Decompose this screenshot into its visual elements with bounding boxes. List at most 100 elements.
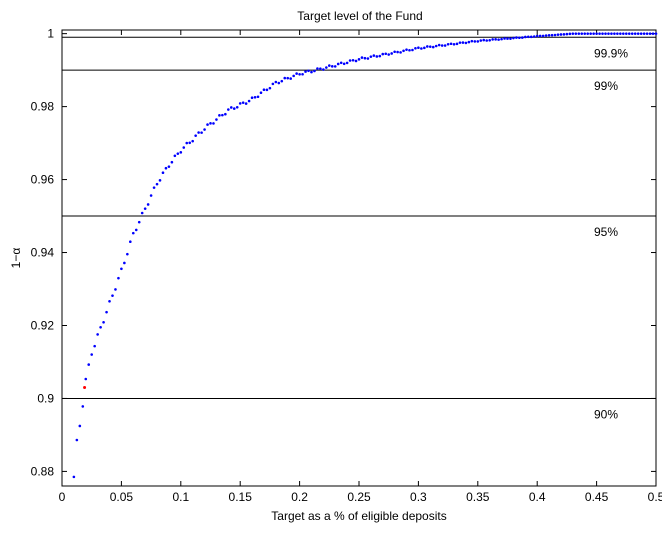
x-tick-label: 0.4 xyxy=(529,490,546,504)
data-point xyxy=(348,59,352,62)
data-point xyxy=(458,41,462,44)
data-point xyxy=(431,45,435,49)
x-tick-label: 0.35 xyxy=(466,490,490,504)
data-point xyxy=(241,101,245,104)
x-tick-label: 0.25 xyxy=(347,490,371,504)
data-point xyxy=(93,344,96,348)
data-point xyxy=(345,61,349,65)
data-point xyxy=(601,32,604,35)
data-point xyxy=(81,405,85,408)
data-point xyxy=(645,32,649,35)
data-point xyxy=(155,182,159,186)
data-point xyxy=(268,86,272,90)
plot-area xyxy=(61,29,657,487)
data-point xyxy=(191,139,194,143)
data-point xyxy=(146,203,150,206)
data-point xyxy=(310,70,313,74)
data-point xyxy=(553,33,557,37)
x-tick-label: 0.5 xyxy=(648,490,662,504)
data-point xyxy=(256,95,260,99)
data-point xyxy=(363,56,367,60)
data-point xyxy=(550,33,554,37)
data-point xyxy=(470,39,474,43)
data-point xyxy=(592,32,595,35)
data-point xyxy=(271,82,275,86)
x-tick-label: 0.3 xyxy=(410,490,427,504)
data-point xyxy=(524,35,527,39)
data-point xyxy=(336,62,340,66)
data-point xyxy=(589,32,592,35)
data-point xyxy=(559,33,563,36)
data-point xyxy=(485,39,489,42)
data-point xyxy=(224,112,227,116)
data-point xyxy=(625,32,628,35)
data-point xyxy=(503,37,506,40)
data-point xyxy=(342,62,346,66)
data-point xyxy=(428,45,432,48)
data-point xyxy=(378,54,382,58)
data-point xyxy=(449,42,453,46)
data-point xyxy=(440,44,444,47)
data-point xyxy=(325,66,328,69)
data-point xyxy=(354,59,358,63)
data-point xyxy=(123,261,126,265)
y-tick-label: 0.88 xyxy=(31,464,55,478)
x-tick-label: 0.1 xyxy=(172,490,189,504)
data-point xyxy=(111,294,114,297)
data-point xyxy=(375,55,379,58)
data-point xyxy=(434,44,438,48)
data-point xyxy=(283,76,287,80)
data-point xyxy=(654,32,658,35)
data-point xyxy=(598,32,601,35)
data-point xyxy=(639,32,643,35)
data-point xyxy=(482,38,486,42)
data-point xyxy=(390,52,393,55)
data-point xyxy=(648,32,652,35)
data-point xyxy=(423,46,426,50)
data-point xyxy=(366,57,370,60)
data-point xyxy=(250,96,254,100)
data-point xyxy=(577,32,581,35)
data-point xyxy=(212,122,215,125)
data-point xyxy=(179,151,183,154)
data-point xyxy=(393,50,396,54)
x-tick-label: 0 xyxy=(59,490,66,504)
y-axis-label: 1−α xyxy=(9,248,23,269)
data-point xyxy=(526,35,530,39)
data-point xyxy=(259,91,263,95)
data-point xyxy=(274,80,278,84)
data-point xyxy=(137,220,141,224)
data-point xyxy=(547,33,551,37)
reference-lines: 99.9% 99% 95% 90% xyxy=(62,36,656,421)
data-point xyxy=(262,88,266,91)
data-point xyxy=(247,99,251,103)
data-point xyxy=(538,34,542,38)
data-point xyxy=(574,32,578,35)
y-tick-label: 0.98 xyxy=(31,100,55,114)
data-point xyxy=(509,37,512,40)
data-point xyxy=(556,33,560,36)
data-point xyxy=(402,49,405,53)
x-axis-label: Target as a % of eligible deposits xyxy=(271,509,446,523)
data-point xyxy=(114,288,117,291)
data-point xyxy=(203,128,206,131)
data-point xyxy=(227,108,230,111)
data-point xyxy=(322,68,325,71)
data-point xyxy=(188,141,192,145)
data-point xyxy=(369,55,373,58)
data-point xyxy=(161,171,165,175)
x-tick-label: 0.2 xyxy=(291,490,308,504)
y-tick-label: 1 xyxy=(47,27,54,41)
data-point xyxy=(446,42,450,46)
data-point xyxy=(292,74,295,78)
data-point xyxy=(185,141,189,145)
data-point xyxy=(244,102,248,105)
data-point xyxy=(182,146,186,149)
highlight-point xyxy=(83,386,87,390)
data-point xyxy=(108,299,111,303)
data-point xyxy=(627,32,631,35)
data-point xyxy=(613,32,616,35)
data-point xyxy=(295,72,298,75)
data-point xyxy=(565,32,569,36)
data-point xyxy=(117,276,120,280)
